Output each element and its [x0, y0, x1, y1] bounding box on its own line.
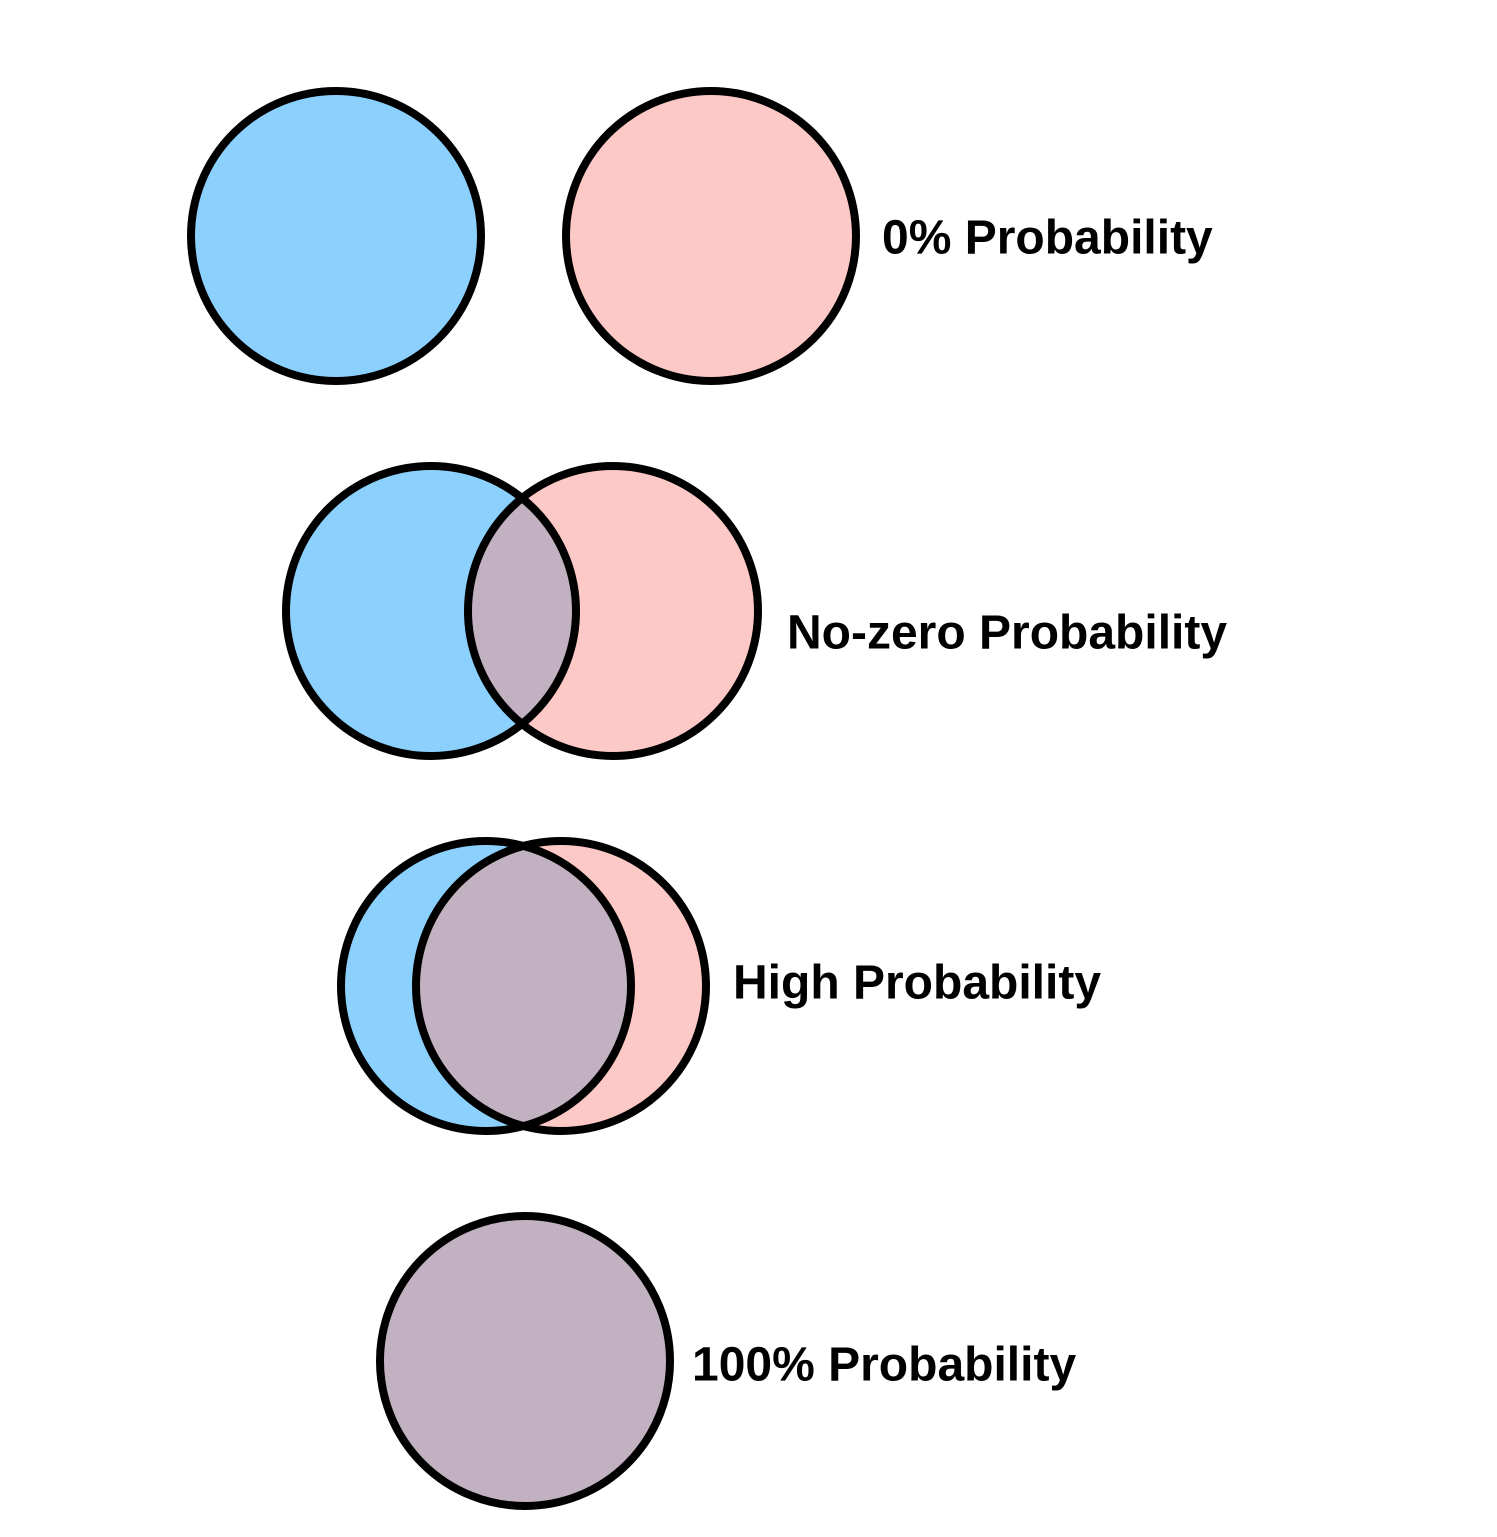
row-complete-overlap: 100% Probability	[376, 1212, 1076, 1510]
row-label: 100% Probability	[692, 1339, 1076, 1392]
row-label: High Probability	[733, 957, 1101, 1010]
intersection-region	[416, 841, 631, 1131]
row-label: 0% Probability	[882, 212, 1213, 265]
row-no-overlap: 0% Probability	[187, 87, 1213, 385]
set-a-outline	[187, 87, 485, 385]
set-b-circle	[566, 91, 856, 381]
row-label: No-zero Probability	[787, 607, 1227, 660]
intersection-region	[468, 466, 576, 756]
set-a-outline	[337, 837, 635, 1135]
intersection-region	[380, 1216, 670, 1506]
set-a-outline	[282, 462, 580, 760]
row-large-overlap: High Probability	[337, 837, 1101, 1135]
set-b-outline	[412, 837, 710, 1135]
set-b-outline	[464, 462, 762, 760]
row-partial-overlap: No-zero Probability	[282, 462, 1227, 760]
set-b-outline	[562, 87, 860, 385]
combined-outline	[376, 1212, 674, 1510]
set-a-circle	[191, 91, 481, 381]
